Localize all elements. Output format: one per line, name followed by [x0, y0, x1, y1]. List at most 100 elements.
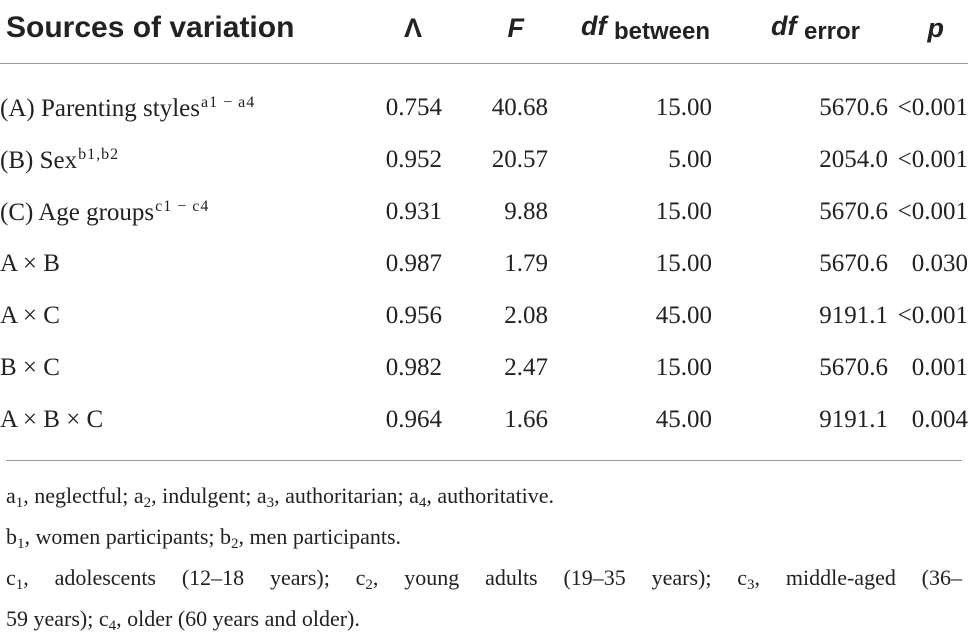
- header-gap: [0, 56, 968, 64]
- cell-df-between: 45.00: [655, 406, 712, 433]
- cell-f: 2.08: [504, 302, 548, 329]
- cell-lambda: 0.931: [385, 198, 442, 225]
- source-superscript: a1 − a4: [200, 93, 256, 111]
- footnote-symbol-index: 3: [747, 577, 755, 593]
- source-label: B × C: [0, 354, 60, 381]
- footnote-symbol: a: [409, 483, 419, 508]
- cell-source: A × B: [0, 238, 352, 290]
- cell-p: <0.001: [897, 302, 968, 329]
- cell-p: <0.001: [897, 94, 968, 121]
- header-f: F: [507, 12, 525, 43]
- cell-df-between: 45.00: [655, 302, 712, 329]
- footnote-symbol: a: [133, 483, 144, 508]
- footnote-b: b1, women participants; b2, men particip…: [6, 520, 962, 561]
- cell-f: 40.68: [491, 94, 548, 121]
- cell-df-error: 5670.6: [819, 250, 888, 277]
- cell-p: <0.001: [897, 198, 968, 225]
- footnote-symbol-index: 3: [266, 495, 275, 511]
- cell-p: 0.030: [911, 250, 968, 277]
- table-row: (A) Parenting stylesa1 − a4 0.754 40.68 15.…: [0, 82, 968, 134]
- source-label: (A) Parenting styles: [0, 94, 200, 122]
- footnote-text: , women participants;: [24, 524, 221, 549]
- footnote-c-line-1: c1, adolescents (12–18 years); c2, young…: [6, 561, 962, 602]
- footnote-symbol-index: 2: [231, 536, 239, 552]
- header-df-between-sub: between: [613, 17, 710, 45]
- cell-df-error: 9191.1: [819, 302, 888, 329]
- table-row: (B) Sexb1,b2 0.952 20.57 5.00 2054.0 <0.001: [0, 134, 968, 186]
- cell-source: A × B × C: [0, 394, 352, 446]
- cell-df-error: 5670.6: [819, 354, 888, 381]
- source-superscript: b1,b2: [78, 145, 120, 163]
- cell-lambda: 0.754: [385, 94, 442, 121]
- footnote-symbol: a: [6, 483, 16, 508]
- footnote-a: a1, neglectful; a2, indulgent; a3, autho…: [6, 479, 962, 520]
- source-label: (B) Sex: [0, 146, 78, 174]
- cell-f: 1.66: [504, 406, 548, 433]
- footnote-text: , older (60 years and older).: [116, 606, 360, 631]
- footnote-symbol: c: [6, 565, 16, 590]
- header-df-error-sub: error: [803, 17, 860, 45]
- header-lambda: Λ: [403, 12, 422, 43]
- cell-f: 2.47: [504, 354, 548, 381]
- footnote-text: , indulgent;: [151, 483, 257, 508]
- source-label: A × B: [0, 250, 60, 277]
- cell-f: 9.88: [504, 198, 548, 225]
- footnote-symbol: c: [737, 565, 748, 590]
- footnote-symbol: a: [256, 483, 267, 508]
- cell-df-between: 15.00: [655, 198, 712, 225]
- footnote-symbol: b: [6, 524, 17, 549]
- footnote-c-line-2: 59 years); c4, older (60 years and older…: [6, 602, 962, 643]
- footnote-symbol: c: [355, 565, 366, 590]
- header-df-between: df between: [548, 0, 712, 56]
- header-row: Sources of variation Λ F df between df e…: [0, 0, 968, 56]
- cell-source: A × C: [0, 290, 352, 342]
- footnote-symbol-index: 4: [418, 495, 427, 511]
- footnote-symbol-index: 1: [15, 495, 24, 511]
- footnote-symbol-index: 1: [15, 577, 24, 593]
- cell-df-error: 5670.6: [819, 94, 888, 121]
- footnote-text: , men participants.: [238, 524, 402, 549]
- cell-lambda: 0.964: [385, 406, 442, 433]
- source-label: A × B × C: [0, 406, 104, 433]
- footnote-text: , middle-aged (36–: [754, 565, 962, 590]
- cell-p: 0.001: [911, 354, 968, 381]
- cell-lambda: 0.987: [385, 250, 442, 277]
- cell-df-error: 5670.6: [819, 198, 888, 225]
- header-df-between-main: df: [580, 10, 607, 41]
- footnote-symbol-index: 1: [17, 536, 25, 552]
- cell-f: 20.57: [491, 146, 548, 173]
- table-row: B × C 0.982 2.47 15.00 5670.6 0.001: [0, 342, 968, 394]
- table-row: (C) Age groupsc1 − c4 0.931 9.88 15.00 5670.…: [0, 186, 968, 238]
- header-df-error: df error: [712, 0, 888, 56]
- table-row: A × B 0.987 1.79 15.00 5670.6 0.030: [0, 238, 968, 290]
- footnote-text: , authoritative.: [426, 483, 555, 508]
- cell-p: <0.001: [897, 146, 968, 173]
- footnote-text: , authoritarian;: [274, 483, 410, 508]
- header-source: Sources of variation: [6, 11, 295, 44]
- cell-df-between: 15.00: [655, 94, 712, 121]
- footnote-text: 59 years);: [6, 606, 99, 631]
- cell-p: 0.004: [911, 406, 968, 433]
- source-label: A × C: [0, 302, 60, 329]
- source-superscript: c1 − c4: [155, 197, 210, 215]
- footnote-symbol-index: 2: [365, 577, 373, 593]
- footnote-symbol-index: 2: [143, 495, 152, 511]
- footnote-symbol-index: 4: [108, 618, 117, 634]
- source-label: (C) Age groups: [0, 198, 155, 226]
- footnote-text: , adolescents (12–18 years);: [23, 565, 356, 590]
- footnote-symbol: c: [98, 606, 109, 631]
- cell-df-between: 5.00: [668, 146, 712, 173]
- cell-df-between: 15.00: [655, 354, 712, 381]
- cell-df-error: 9191.1: [819, 406, 888, 433]
- body-gap: [0, 64, 968, 82]
- footnotes: a1, neglectful; a2, indulgent; a3, autho…: [6, 460, 962, 643]
- footnote-text: , neglectful;: [23, 483, 134, 508]
- cell-df-error: 2054.0: [819, 146, 888, 173]
- header-p: p: [927, 12, 945, 43]
- cell-lambda: 0.952: [385, 146, 442, 173]
- footnote-text: , young adults (19–35 years);: [372, 565, 738, 590]
- footnote-symbol: b: [220, 524, 232, 549]
- cell-f: 1.79: [504, 250, 548, 277]
- table-row: A × C 0.956 2.08 45.00 9191.1 <0.001: [0, 290, 968, 342]
